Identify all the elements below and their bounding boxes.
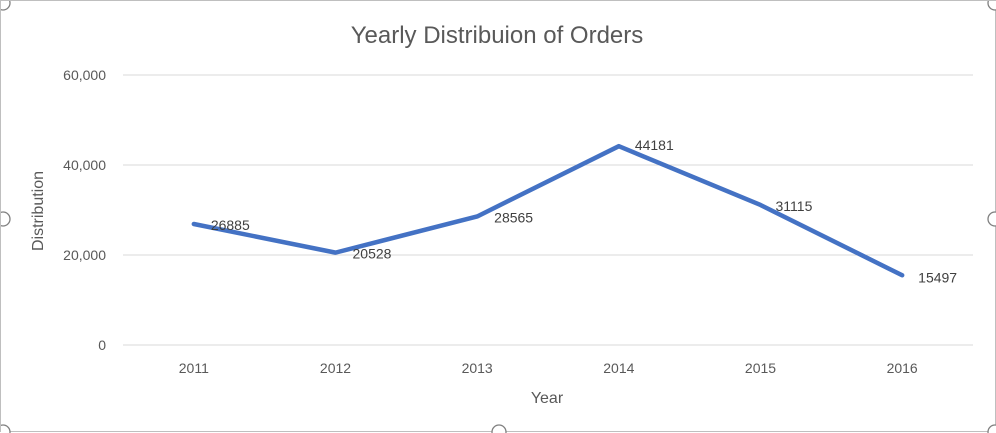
series-line[interactable] [191,143,905,278]
y-tick-label: 0 [98,337,106,353]
data-label: 31115 [776,198,813,214]
data-label: 44181 [635,137,674,153]
data-label: 28565 [494,209,533,225]
series-lines [191,143,905,278]
y-tick-label: 40,000 [63,157,106,173]
x-axis-tick-labels: 2011 2012 2013 2014 2015 2016 [179,360,918,376]
x-axis-title: Year [531,390,564,407]
resize-handle-top-left[interactable] [1,1,11,11]
x-tick-label: 2011 [179,360,209,376]
y-tick-label: 20,000 [63,247,106,263]
data-labels: 26885 20528 28565 44181 31115 15497 [211,137,957,285]
x-tick-label: 2014 [603,360,634,376]
resize-handle-right[interactable] [987,211,996,227]
y-tick-label: 60,000 [63,67,106,83]
y-axis-title: Distribution [30,171,47,251]
x-tick-label: 2015 [745,360,776,376]
x-tick-label: 2012 [320,360,351,376]
x-tick-label: 2013 [462,360,493,376]
gridlines [123,74,973,346]
data-label: 15497 [918,269,957,285]
y-axis-tick-labels: 0 20,000 40,000 60,000 [63,67,106,353]
x-tick-label: 2016 [887,360,918,376]
data-label: 26885 [211,217,250,233]
chart-title: Yearly Distribuion of Orders [351,22,644,49]
resize-handle-top-right[interactable] [987,1,996,11]
resize-handle-left[interactable] [1,211,11,227]
data-label: 20528 [353,246,392,262]
